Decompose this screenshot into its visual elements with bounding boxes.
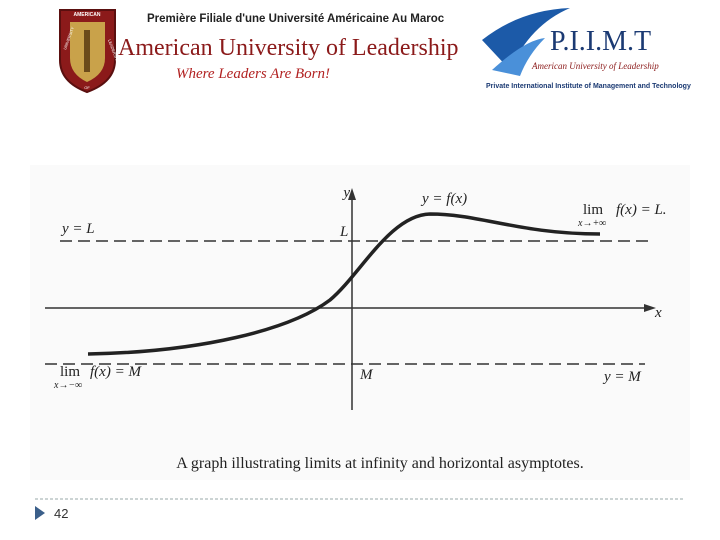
limit-sub: x→+∞ [577, 218, 606, 229]
asymptote-label: y = M [602, 369, 642, 385]
figure: y x y = f(x) y = L L M y = M lim x→+∞ f(… [30, 165, 690, 480]
logo-text: AMERICAN [74, 12, 101, 18]
tick-label: M [359, 367, 374, 383]
limit-text: lim [583, 202, 603, 218]
page-number: 42 [54, 506, 68, 521]
limit-sub: x→−∞ [53, 380, 82, 391]
axis-label: x [654, 305, 662, 321]
acronym: P.I.I.M.T [550, 26, 651, 57]
tagline: Première Filiale d'une Université Améric… [147, 13, 445, 25]
tick-label: L [339, 224, 348, 240]
axis-label: y [341, 185, 350, 201]
left-logo: AMERICAN UNIVERSITY OF LEADERSHIP [59, 9, 121, 94]
limit-text: f(x) = M [90, 364, 142, 380]
limit-text: f(x) = L. [616, 202, 667, 218]
caption: A graph illustrating limits at infinity … [176, 455, 584, 472]
logo-script: American University of Leadership [531, 61, 659, 71]
asymptote-label: y = L [60, 221, 95, 237]
curve-label: y = f(x) [420, 191, 467, 207]
motto: Where Leaders Are Born! [176, 66, 330, 82]
logo-text: OF [84, 85, 90, 90]
limit-text: lim [60, 364, 80, 380]
logo-full-name: Private International Institute of Manag… [486, 83, 691, 90]
footer-bullet [35, 506, 45, 520]
university-name: American University of Leadership [118, 35, 459, 61]
right-logo: P.I.I.M.T American University of Leaders… [482, 8, 691, 90]
